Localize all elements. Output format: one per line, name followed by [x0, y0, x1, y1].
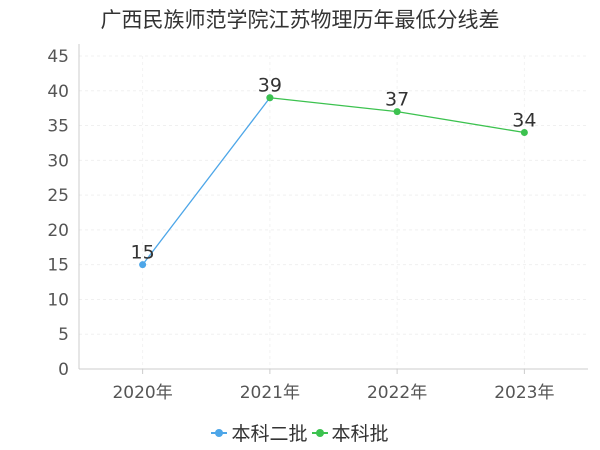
data-point	[393, 108, 401, 116]
legend-item-series-2[interactable]: 本科批	[311, 419, 389, 446]
x-tick-label: 2023年	[494, 383, 554, 403]
y-tick-label: 20	[47, 221, 69, 241]
x-tick-label: 2022年	[367, 383, 427, 403]
y-tick-label: 30	[47, 151, 69, 171]
legend: 本科二批 本科批	[0, 419, 600, 446]
legend-item-series-1[interactable]: 本科二批	[211, 419, 308, 446]
data-label: 34	[512, 110, 536, 132]
y-tick-label: 25	[47, 186, 69, 206]
data-point	[520, 129, 528, 137]
chart-title: 广西民族师范学院江苏物理历年最低分线差	[100, 8, 500, 32]
y-tick-label: 5	[58, 325, 69, 345]
y-tick-label: 45	[47, 47, 69, 67]
legend-label-series-1: 本科二批	[231, 423, 308, 445]
data-point	[139, 261, 147, 269]
y-tick-label: 10	[47, 290, 69, 310]
y-tick-label: 35	[47, 117, 69, 137]
legend-marker-series-2	[311, 427, 328, 439]
y-tick-label: 0	[58, 360, 69, 380]
legend-marker-series-1	[211, 427, 228, 439]
legend-label-series-2: 本科批	[331, 423, 389, 445]
series-line-1	[142, 97, 271, 266]
x-tick-label: 2021年	[240, 383, 300, 403]
data-label: 37	[385, 89, 409, 111]
y-tick-label: 40	[47, 82, 69, 102]
x-tick-label: 2020年	[112, 383, 172, 403]
data-label: 39	[258, 75, 282, 97]
data-point	[266, 94, 274, 102]
y-tick-label: 15	[47, 256, 69, 276]
data-label: 15	[131, 242, 155, 264]
